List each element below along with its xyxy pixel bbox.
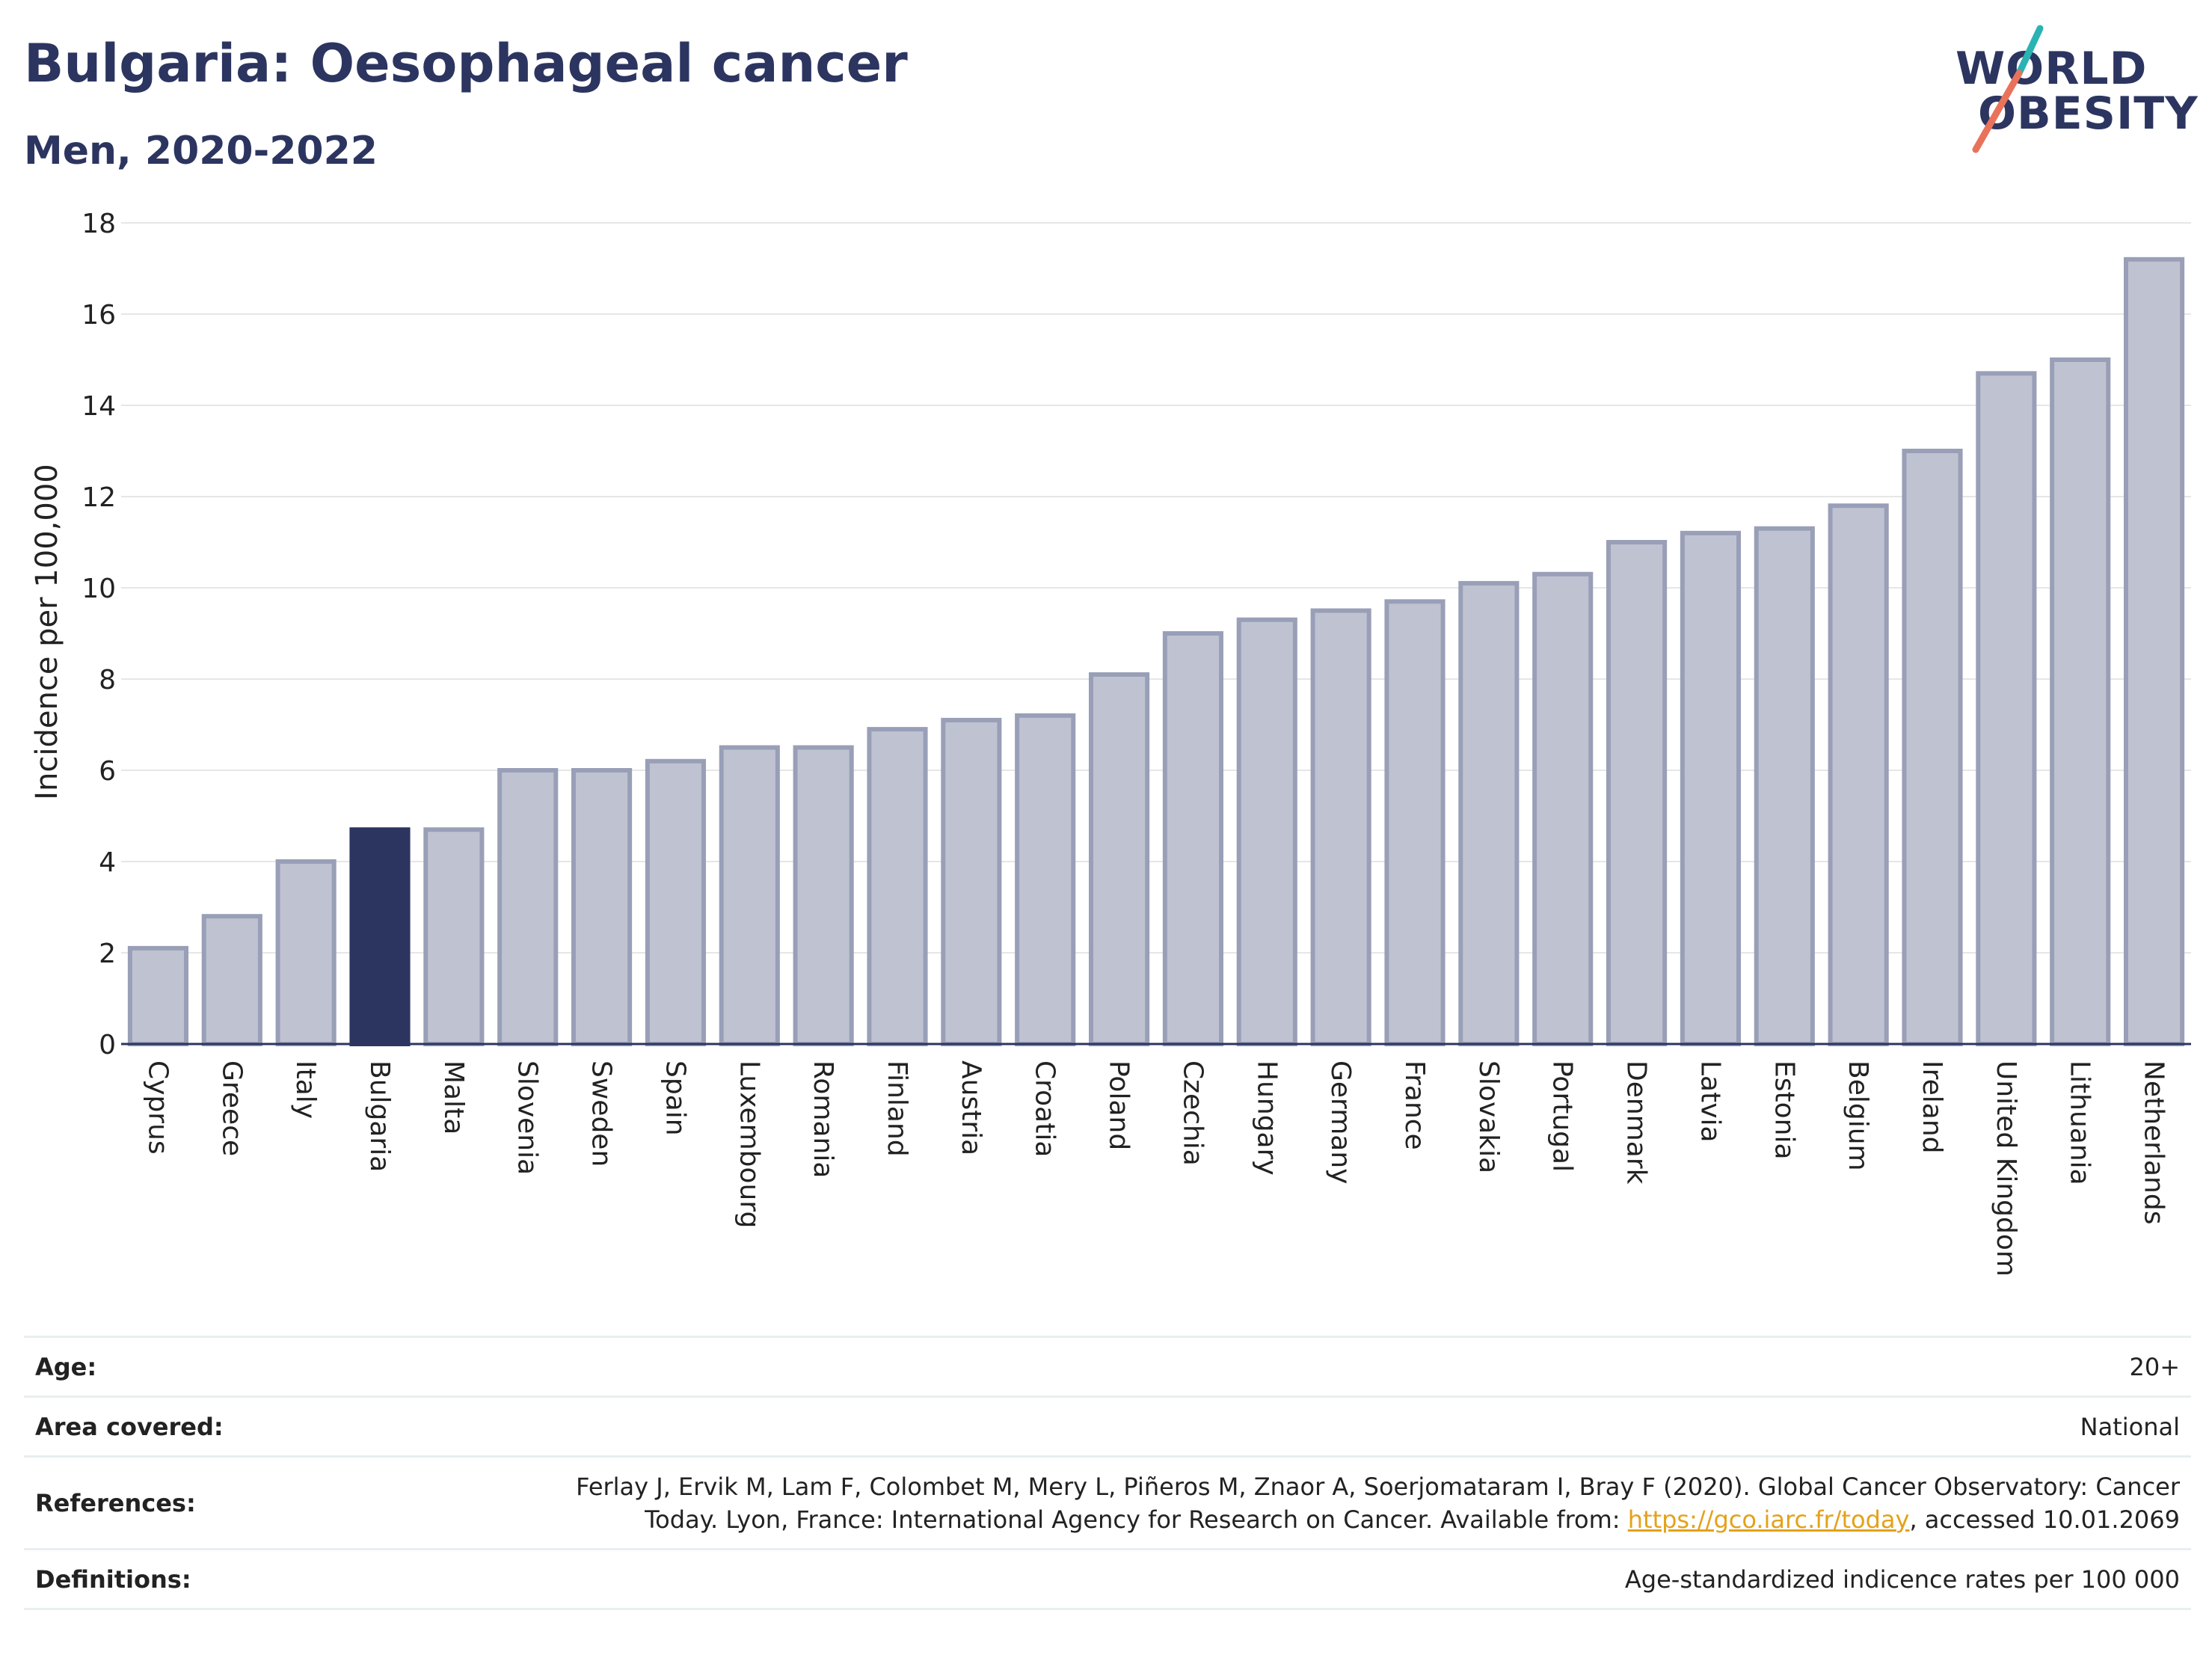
bar-belgium[interactable] [1828,503,1889,1046]
bar-denmark[interactable] [1606,540,1668,1046]
y-tick-label: 8 [99,665,116,696]
bar-czechia[interactable] [1162,631,1223,1046]
y-tick-label: 2 [99,939,116,969]
x-tick-label: Austria [956,1060,986,1155]
y-axis-label: Incidence per 100,000 [30,464,64,800]
y-tick-label: 14 [82,391,116,422]
x-tick-label: Slovenia [512,1060,543,1175]
logo-text-line1: WORLD [1956,43,2148,95]
x-tick-label: Czechia [1177,1060,1208,1166]
x-tick-label: Lithuania [2065,1060,2095,1185]
world-obesity-logo[interactable]: WORLD OBESITY [1944,22,2199,165]
y-tick-label: 16 [82,300,116,331]
meta-definitions-label: Definitions: [35,1565,191,1594]
bar-united-kingdom[interactable] [1976,371,2037,1046]
bar-netherlands[interactable] [2124,257,2185,1046]
bar-poland[interactable] [1089,672,1150,1047]
logo-slash-icon [1972,25,2044,153]
bar-france[interactable] [1384,599,1446,1046]
x-tick-label: France [1399,1060,1430,1150]
x-tick-label: Cyprus [142,1060,173,1155]
x-tick-label: Slovakia [1473,1060,1504,1173]
meta-age-label: Age: [35,1352,97,1381]
meta-row-area: Area covered: National [24,1396,2191,1457]
x-tick-label: Bulgaria [364,1060,395,1172]
meta-row-age: Age: 20+ [24,1336,2191,1397]
x-tick-label: Finland [882,1060,912,1157]
bar-hungary[interactable] [1236,617,1297,1046]
y-tick-label: 6 [99,756,116,787]
x-tick-label: Estonia [1769,1060,1799,1160]
x-tick-label: Romania [808,1060,838,1178]
x-tick-label: Portugal [1547,1060,1578,1172]
meta-row-references: References: Ferlay J, Ervik M, Lam F, Co… [24,1456,2191,1550]
bar-chart: 0 2 4 6 8 10 12 14 16 18 Cyprus Greece Italy Bulgari… [30,209,2191,1277]
x-tick-label: Netherlands [2139,1060,2169,1224]
bar-slovakia[interactable] [1458,580,1520,1046]
x-tick-label: Croatia [1030,1060,1060,1157]
x-tick-label: Latvia [1695,1060,1725,1143]
x-tick-label: Italy [290,1060,321,1119]
meta-age-value: 20+ [2129,1352,2180,1381]
meta-row-definitions: Definitions: Age-standardized indicence … [24,1549,2191,1609]
bar-ireland[interactable] [1902,449,1963,1046]
metadata-table: Age: 20+ Area covered: National Referenc… [24,1336,2191,1610]
x-tick-label: Malta [438,1060,469,1134]
chart-subtitle: Men, 2020-2022 [24,129,378,174]
x-tick-label: Germany [1325,1060,1356,1184]
bar-luxembourg[interactable] [719,745,780,1046]
y-tick-label: 18 [82,209,116,239]
bar-latvia[interactable] [1680,530,1741,1046]
x-axis-labels: Cyprus Greece Italy Bulgaria Malta Slovenia Sw… [142,1060,2169,1277]
x-tick-label: Denmark [1621,1060,1652,1185]
bar-italy[interactable] [275,859,337,1046]
bar-germany[interactable] [1310,608,1371,1046]
references-line2-prefix: Today. Lyon, France: International Agenc… [645,1505,1628,1534]
y-tick-label: 10 [82,574,116,604]
x-tick-label: Hungary [1251,1060,1282,1176]
chart-title: Bulgaria: Oesophageal cancer [24,33,908,94]
y-axis-ticks: 0 2 4 6 8 10 12 14 16 18 [82,209,116,1060]
x-tick-label: Sweden [586,1060,617,1167]
bar-lithuania[interactable] [2050,357,2111,1046]
bar-portugal[interactable] [1532,571,1594,1046]
x-tick-label: Poland [1104,1060,1134,1150]
x-tick-label: Luxembourg [734,1060,764,1228]
bar-austria[interactable] [941,717,1002,1047]
meta-area-label: Area covered: [35,1412,224,1441]
bar-sweden[interactable] [571,768,633,1046]
bar-cyprus[interactable] [127,945,188,1047]
logo-slash-top [2015,25,2044,77]
meta-area-value: National [2080,1412,2180,1441]
bar-greece[interactable] [201,914,262,1046]
bar-malta[interactable] [423,827,485,1047]
references-line2-suffix: , accessed 10.01.2069 [1909,1505,2180,1534]
y-tick-label: 0 [99,1030,116,1060]
bars [127,257,2185,1047]
y-tick-label: 12 [82,482,116,513]
x-tick-label: Spain [660,1060,690,1136]
x-tick-label: United Kingdom [1991,1060,2021,1277]
bar-finland[interactable] [867,727,928,1046]
logo-text-line2: OBESITY [1978,87,2199,140]
meta-references-label: References: [35,1488,196,1517]
x-tick-label: Greece [216,1060,247,1156]
bar-slovenia[interactable] [497,768,559,1046]
logo-slash-bottom [1972,70,2023,153]
bar-spain[interactable] [645,758,706,1046]
x-tick-label: Ireland [1917,1060,1947,1154]
bar-croatia[interactable] [1015,713,1076,1046]
references-line1: Ferlay J, Ervik M, Lam F, Colombet M, Me… [576,1472,2180,1501]
bar-bulgaria[interactable] [349,827,411,1047]
bar-estonia[interactable] [1754,526,1815,1046]
x-tick-label: Belgium [1843,1060,1873,1171]
references-link[interactable]: https://gco.iarc.fr/today [1627,1505,1910,1534]
bar-romania[interactable] [793,745,854,1046]
y-tick-label: 4 [99,847,116,878]
meta-references-value: Ferlay J, Ervik M, Lam F, Colombet M, Me… [271,1457,2191,1550]
meta-definitions-value: Age-standardized indicence rates per 100… [1624,1565,2180,1594]
